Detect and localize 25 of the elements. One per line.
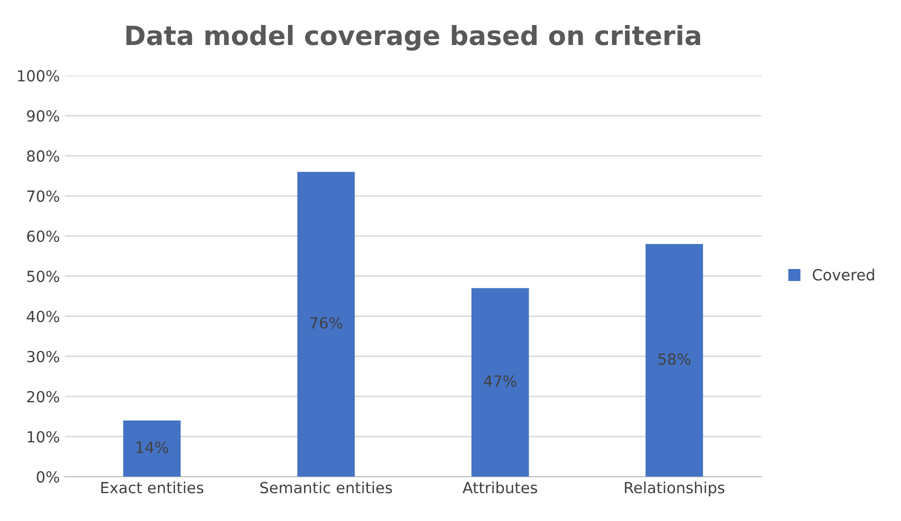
y-tick-label: 60% [27, 230, 60, 242]
data-label: 14% [136, 442, 168, 454]
y-tick-label: 20% [27, 390, 60, 403]
x-tick-label: Relationships [624, 482, 724, 496]
chart-title: Data model coverage based on criteria [126, 24, 700, 51]
bar [646, 244, 704, 477]
x-tick-label: Exact entities [101, 482, 204, 494]
y-tick-label: 10% [28, 431, 60, 443]
y-tick-label: 40% [26, 310, 60, 322]
bar [297, 172, 355, 477]
y-tick-label: 100% [18, 70, 60, 82]
data-label: 47% [484, 375, 516, 387]
data-label: 58% [658, 353, 690, 365]
y-tick-label: 80% [27, 150, 60, 162]
x-tick-label: Attributes [462, 482, 538, 494]
y-tick-label: 0% [36, 471, 60, 483]
data-label: 76% [310, 317, 342, 329]
x-tick-label: Semantic entities [260, 482, 392, 494]
y-tick-label: 70% [27, 190, 60, 202]
bar [471, 288, 529, 477]
bar [123, 420, 181, 477]
legend-label: Covered [812, 268, 874, 281]
y-tick-label: 30% [27, 350, 60, 362]
y-tick-label: 50% [27, 270, 60, 282]
y-tick-label: 90% [27, 110, 60, 122]
